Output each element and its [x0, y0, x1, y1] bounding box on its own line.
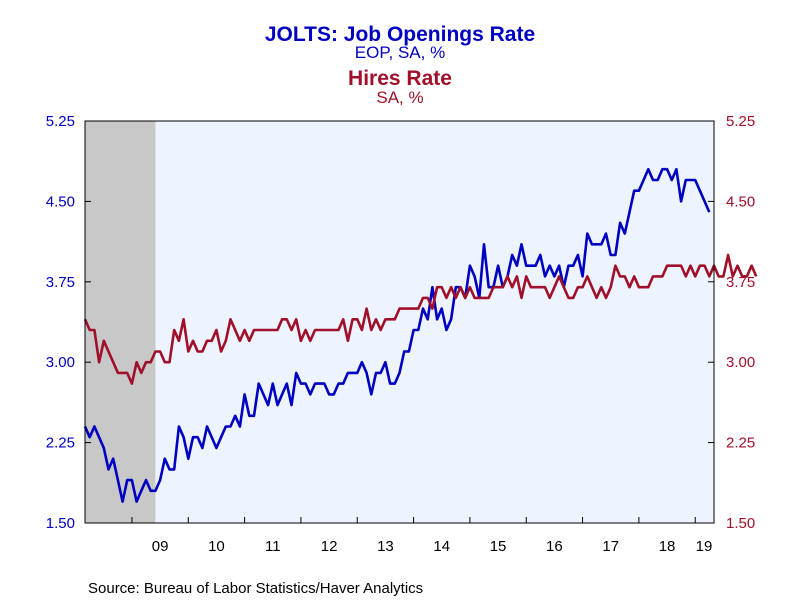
left-axis: 5.25 4.50 3.75 3.00 2.25 1.50	[46, 113, 91, 532]
x-tick-label: 18	[659, 538, 676, 555]
right-tick-label: 1.50	[726, 515, 755, 532]
plot-area	[85, 121, 714, 523]
left-tick-label: 3.00	[46, 354, 75, 371]
x-tick-label: 19	[696, 538, 713, 555]
x-axis: 09 10 11 12 13 14 15 16 17 18 19	[131, 517, 713, 555]
axes-layer	[84, 120, 715, 524]
source-note: Source: Bureau of Labor Statistics/Haver…	[88, 580, 423, 597]
x-tick-label: 10	[208, 538, 225, 555]
series-layer	[83, 167, 758, 503]
recession-band	[85, 121, 156, 523]
x-tick-label: 15	[490, 538, 507, 555]
right-tick-label: 3.75	[726, 274, 755, 291]
plot-frame	[84, 120, 715, 524]
left-tick-label: 4.50	[46, 193, 75, 210]
chart-subtitle: EOP, SA, %	[355, 43, 445, 62]
left-tick-label: 1.50	[46, 515, 75, 532]
chart-title: JOLTS: Job Openings Rate	[265, 23, 535, 46]
x-tick-label: 13	[377, 538, 394, 555]
hires-rate-line	[83, 253, 758, 385]
x-tick-label: 12	[321, 538, 338, 555]
left-tick-label: 5.25	[46, 113, 75, 130]
left-tick-label: 3.75	[46, 274, 75, 291]
x-tick-label: 16	[546, 538, 563, 555]
recession-shading	[85, 121, 156, 523]
x-tick-label: 14	[433, 538, 450, 555]
x-tick-label: 09	[152, 538, 169, 555]
left-tick-label: 2.25	[46, 435, 75, 452]
x-tick-label: 11	[265, 538, 281, 555]
chart-subtitle-2: SA, %	[376, 88, 423, 107]
plot-background	[85, 121, 714, 523]
right-tick-label: 3.00	[726, 354, 755, 371]
right-tick-label: 4.50	[726, 193, 755, 210]
chart-title-2: Hires Rate	[348, 67, 452, 90]
right-tick-label: 2.25	[726, 435, 755, 452]
right-tick-label: 5.25	[726, 113, 755, 130]
right-axis: 5.25 4.50 3.75 3.00 2.25 1.50	[708, 113, 755, 532]
x-tick-label: 17	[602, 538, 619, 555]
job-openings-rate-line	[83, 167, 711, 503]
